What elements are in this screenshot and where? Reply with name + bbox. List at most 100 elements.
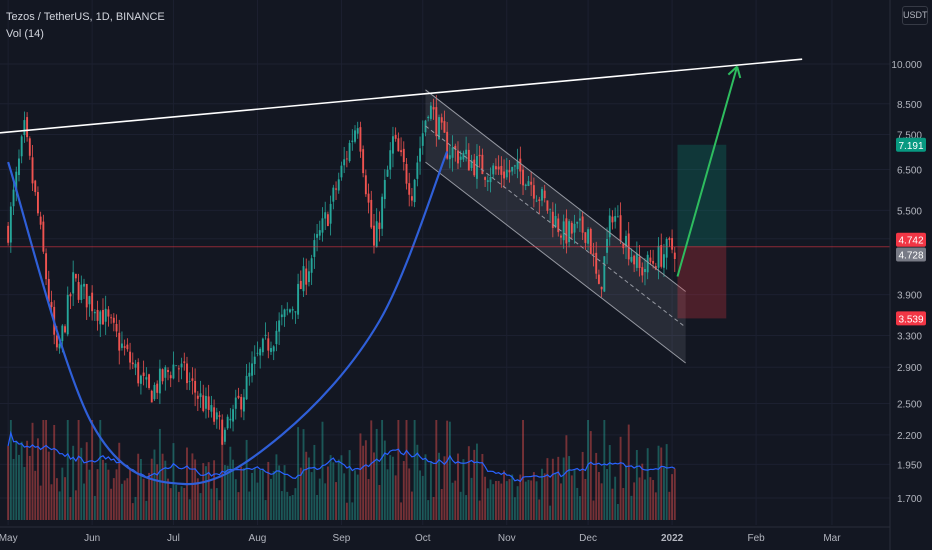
- volume-bar: [188, 499, 191, 520]
- volume-bar: [370, 420, 373, 520]
- candle-body: [66, 294, 69, 335]
- volume-bar: [486, 488, 489, 520]
- volume-bar: [34, 470, 37, 520]
- price-axis-label: 7.500: [897, 130, 922, 141]
- volume-bar: [335, 482, 337, 520]
- candle-body: [93, 311, 96, 314]
- volume-bar: [305, 451, 308, 520]
- volume-bar: [663, 467, 665, 520]
- volume-bar: [646, 448, 649, 520]
- candle-body: [505, 169, 508, 178]
- candle-body: [362, 149, 365, 174]
- volume-bar: [549, 505, 552, 520]
- candle-body: [264, 334, 267, 336]
- volume-bar: [234, 479, 237, 520]
- candle-body: [646, 254, 649, 273]
- volume-bar: [129, 468, 132, 520]
- candle-body: [194, 380, 197, 393]
- volume-bar: [58, 491, 61, 520]
- volume-bar: [9, 420, 12, 520]
- candle-body: [448, 155, 451, 160]
- channel-lower-line: [425, 161, 686, 364]
- volume-bar: [497, 480, 500, 520]
- time-axis-label: Feb: [747, 533, 765, 544]
- volume-bar: [215, 488, 218, 520]
- candle-body: [145, 377, 148, 380]
- volume-bar: [31, 422, 34, 520]
- position-loss-zone: [677, 246, 727, 319]
- price-axis-label: 2.200: [897, 431, 922, 442]
- candle-body: [597, 274, 600, 284]
- candle-body: [234, 397, 237, 409]
- candle-body: [549, 208, 552, 210]
- volume-bar: [7, 446, 10, 520]
- candle-body: [589, 228, 592, 254]
- candle-body: [83, 283, 85, 287]
- price-badge-last: [896, 247, 926, 262]
- candle-body: [167, 370, 169, 373]
- currency-button[interactable]: USDT: [902, 6, 928, 25]
- volume-ma-line: [7, 430, 676, 483]
- candle-body: [129, 351, 132, 363]
- volume-bar: [649, 477, 652, 520]
- volume-bar: [348, 450, 351, 520]
- price-axis-label: 3.300: [897, 332, 922, 343]
- volume-bar: [112, 478, 115, 520]
- volume-bar: [478, 500, 481, 520]
- candle-body: [625, 235, 627, 248]
- volume-bar: [218, 500, 221, 520]
- candle-body: [253, 356, 256, 365]
- volume-bar: [93, 495, 96, 520]
- volume-bar: [202, 463, 205, 520]
- candle-body: [402, 148, 405, 163]
- candle-body: [587, 229, 590, 244]
- candle-body: [45, 253, 48, 280]
- volume-bar: [489, 479, 492, 520]
- volume-bar: [546, 458, 549, 520]
- volume-bar: [589, 431, 592, 520]
- candle-body: [497, 166, 500, 170]
- candle-body: [47, 278, 50, 302]
- volume-bar: [270, 478, 272, 520]
- candle-body: [400, 150, 403, 153]
- candle-body: [221, 419, 224, 445]
- volume-bar: [595, 452, 598, 520]
- candle-body: [630, 256, 633, 262]
- volume-bar: [131, 503, 134, 520]
- volume-bar: [576, 487, 579, 520]
- volume-bar: [451, 482, 454, 520]
- candle-body: [562, 221, 565, 241]
- volume-bar: [454, 480, 457, 520]
- volume-bar: [622, 488, 625, 520]
- price-badge-label: 4.742: [898, 236, 923, 247]
- volume-bar: [587, 420, 590, 520]
- volume-bar: [110, 488, 113, 520]
- candle-body: [115, 323, 118, 332]
- volume-bar: [484, 476, 487, 520]
- candle-body: [31, 157, 34, 184]
- candle-body: [663, 254, 665, 268]
- candle-body: [378, 222, 381, 230]
- candle-body: [438, 117, 440, 140]
- volume-bar: [389, 455, 392, 520]
- candle-body: [310, 258, 313, 273]
- candle-body: [34, 180, 37, 193]
- price-axis-label: 2.500: [897, 400, 922, 411]
- candle-body: [291, 309, 294, 311]
- candle-body: [196, 395, 199, 399]
- candle-body: [364, 175, 367, 195]
- candle-body: [383, 179, 386, 200]
- candle-body: [91, 292, 94, 312]
- price-axis-label: 5.500: [897, 206, 922, 217]
- candle-body: [316, 234, 319, 238]
- candle-body: [408, 183, 411, 195]
- candle-body: [565, 218, 568, 244]
- candle-body: [229, 418, 232, 421]
- price-badge-stop-loss: [896, 311, 926, 326]
- volume-bar: [383, 440, 386, 520]
- candle-body: [289, 309, 291, 313]
- volume-bar: [513, 497, 516, 520]
- volume-bar: [104, 462, 107, 520]
- volume-bar: [668, 491, 671, 520]
